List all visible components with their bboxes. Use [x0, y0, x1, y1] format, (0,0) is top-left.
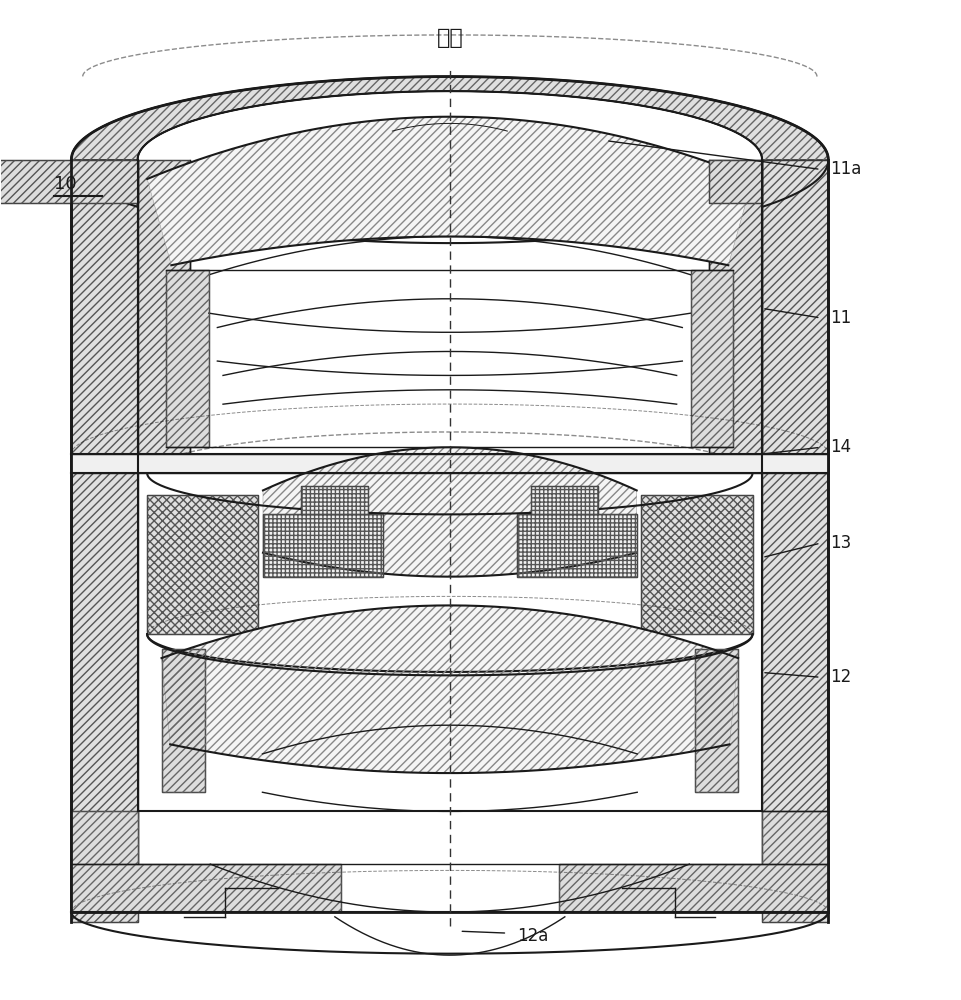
Polygon shape	[517, 514, 637, 577]
Polygon shape	[71, 864, 340, 912]
Polygon shape	[559, 864, 828, 912]
Text: 14: 14	[830, 438, 851, 456]
Polygon shape	[71, 160, 828, 922]
Text: 11: 11	[830, 309, 851, 327]
Polygon shape	[302, 486, 368, 514]
Polygon shape	[709, 160, 762, 203]
Polygon shape	[147, 495, 259, 634]
Polygon shape	[0, 160, 137, 203]
Polygon shape	[695, 649, 738, 792]
Polygon shape	[161, 605, 738, 773]
Polygon shape	[762, 811, 828, 912]
Polygon shape	[71, 811, 137, 912]
Polygon shape	[137, 160, 190, 457]
Polygon shape	[263, 514, 382, 577]
Polygon shape	[691, 270, 733, 447]
Text: 13: 13	[830, 534, 851, 552]
Polygon shape	[263, 447, 637, 577]
Polygon shape	[71, 160, 137, 922]
Polygon shape	[147, 117, 752, 265]
Text: 10: 10	[54, 175, 77, 193]
Polygon shape	[642, 495, 752, 634]
Polygon shape	[762, 160, 828, 922]
Polygon shape	[71, 77, 828, 160]
Text: 光轴: 光轴	[436, 28, 463, 48]
Polygon shape	[709, 160, 762, 457]
Polygon shape	[531, 486, 599, 514]
Text: 12: 12	[830, 668, 851, 686]
Polygon shape	[161, 649, 205, 792]
Polygon shape	[166, 270, 209, 447]
Text: 11a: 11a	[830, 160, 862, 178]
Text: 12a: 12a	[517, 927, 549, 945]
Polygon shape	[71, 454, 828, 473]
